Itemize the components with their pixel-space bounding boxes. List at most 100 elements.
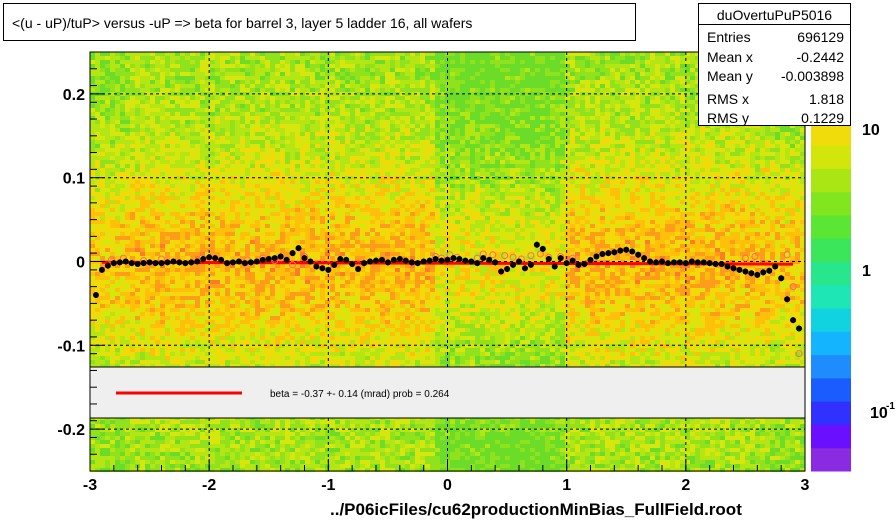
heat-cell — [390, 52, 395, 56]
heat-cell — [410, 84, 415, 88]
heat-cell — [360, 152, 365, 156]
heat-cell — [685, 64, 690, 68]
heat-cell — [620, 108, 625, 112]
heat-cell — [770, 140, 775, 144]
heat-cell — [575, 172, 580, 176]
heat-cell — [655, 176, 660, 180]
heat-cell — [635, 72, 640, 76]
heat-cell — [125, 180, 130, 184]
heat-cell — [605, 172, 610, 176]
heat-cell — [735, 136, 740, 140]
heat-cell — [225, 124, 230, 128]
heat-cell — [525, 104, 530, 108]
heat-cell — [405, 136, 410, 140]
heat-cell — [130, 144, 135, 148]
heat-cell — [625, 156, 630, 160]
heat-cell — [455, 84, 460, 88]
heat-cell — [310, 160, 315, 164]
heat-cell — [360, 52, 365, 56]
heat-cell — [500, 64, 505, 68]
heat-cell — [475, 164, 480, 168]
heat-cell — [340, 68, 345, 72]
heat-cell — [720, 144, 725, 148]
heat-cell — [400, 128, 405, 132]
heat-cell — [210, 124, 215, 128]
heat-cell — [550, 112, 555, 116]
heat-cell — [580, 164, 585, 168]
heat-cell — [345, 100, 350, 104]
heat-cell — [110, 72, 115, 76]
heat-cell — [125, 124, 130, 128]
heat-cell — [195, 172, 200, 176]
heat-cell — [490, 56, 495, 60]
heat-cell — [365, 172, 370, 176]
heat-cell — [150, 172, 155, 176]
heat-cell — [585, 80, 590, 84]
heat-cell — [435, 100, 440, 104]
heat-cell — [335, 132, 340, 136]
heat-cell — [610, 112, 615, 116]
heat-cell — [245, 104, 250, 108]
heat-cell — [450, 64, 455, 68]
heat-cell — [580, 188, 585, 192]
heat-cell — [600, 152, 605, 156]
heat-cell — [310, 180, 315, 184]
heat-cell — [575, 60, 580, 64]
heat-cell — [510, 168, 515, 172]
heat-cell — [425, 116, 430, 120]
heat-cell — [670, 80, 675, 84]
heat-cell — [245, 80, 250, 84]
heat-cell — [130, 180, 135, 184]
heat-cell — [530, 156, 535, 160]
heat-cell — [330, 188, 335, 192]
heat-cell — [105, 132, 110, 136]
heat-cell — [315, 152, 320, 156]
heat-cell — [150, 52, 155, 56]
heat-cell — [315, 148, 320, 152]
heat-cell — [385, 156, 390, 160]
heat-cell — [170, 92, 175, 96]
heat-cell — [410, 72, 415, 76]
heat-cell — [305, 96, 310, 100]
heat-cell — [740, 124, 745, 128]
heat-cell — [285, 112, 290, 116]
heat-cell — [730, 144, 735, 148]
heat-cell — [660, 72, 665, 76]
heat-cell — [295, 136, 300, 140]
heat-cell — [310, 108, 315, 112]
heat-cell — [340, 72, 345, 76]
heat-cell — [330, 72, 335, 76]
heat-cell — [685, 56, 690, 60]
heat-cell — [330, 88, 335, 92]
heat-cell — [590, 148, 595, 152]
heat-cell — [200, 96, 205, 100]
heat-cell — [720, 156, 725, 160]
heat-cell — [580, 136, 585, 140]
heat-cell — [415, 160, 420, 164]
heat-cell — [130, 84, 135, 88]
heat-cell — [205, 180, 210, 184]
heat-cell — [400, 60, 405, 64]
heat-cell — [455, 96, 460, 100]
heat-cell — [375, 168, 380, 172]
heat-cell — [775, 156, 780, 160]
heat-cell — [465, 136, 470, 140]
heat-cell — [255, 96, 260, 100]
heat-cell — [565, 136, 570, 140]
heat-cell — [425, 180, 430, 184]
heat-cell — [480, 76, 485, 80]
heat-cell — [210, 148, 215, 152]
heat-cell — [145, 68, 150, 72]
heat-cell — [595, 108, 600, 112]
heat-cell — [475, 52, 480, 56]
heat-cell — [530, 104, 535, 108]
heat-cell — [205, 168, 210, 172]
heat-cell — [775, 124, 780, 128]
heat-cell — [545, 156, 550, 160]
heat-cell — [140, 104, 145, 108]
heat-cell — [595, 168, 600, 172]
heat-cell — [300, 108, 305, 112]
heat-cell — [740, 164, 745, 168]
heat-cell — [790, 136, 795, 140]
heat-cell — [495, 108, 500, 112]
